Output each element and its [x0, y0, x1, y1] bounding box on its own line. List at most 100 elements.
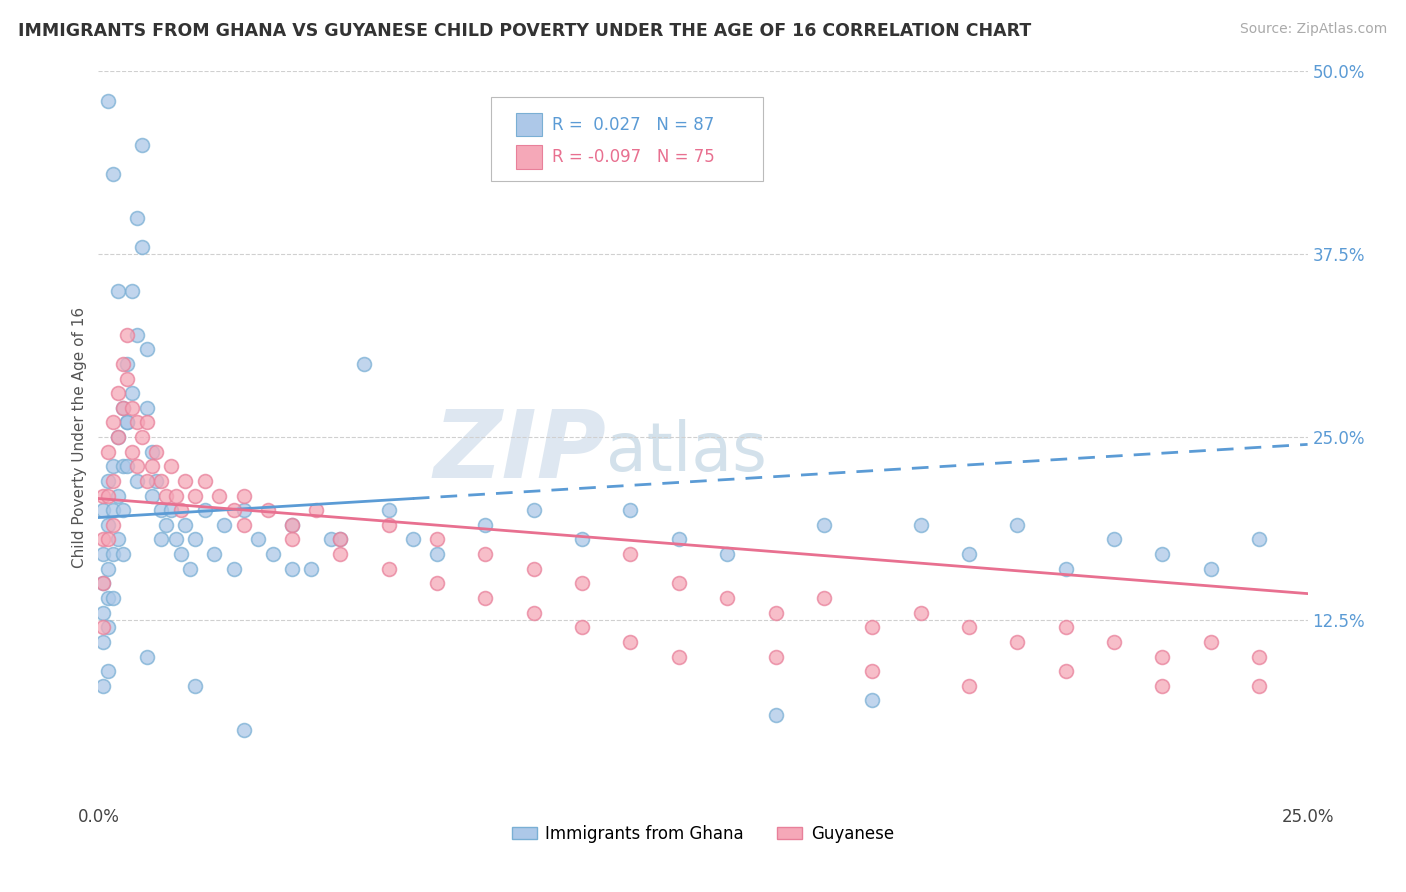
- Point: [377, 517, 399, 532]
- Point: [1249, 533, 1271, 547]
- Point: [194, 503, 217, 517]
- Point: [957, 620, 980, 634]
- Point: [174, 474, 197, 488]
- Point: [117, 459, 139, 474]
- Text: R =  0.027   N = 87: R = 0.027 N = 87: [551, 116, 714, 134]
- Point: [619, 503, 641, 517]
- Point: [135, 416, 157, 430]
- Point: [107, 430, 129, 444]
- Point: [101, 474, 124, 488]
- Point: [184, 679, 207, 693]
- Point: [135, 343, 157, 357]
- Point: [169, 503, 191, 517]
- Point: [179, 562, 201, 576]
- Point: [165, 533, 187, 547]
- Point: [281, 533, 304, 547]
- Point: [523, 562, 546, 576]
- Point: [111, 401, 134, 415]
- Point: [765, 649, 787, 664]
- Point: [1102, 635, 1125, 649]
- Point: [1152, 649, 1174, 664]
- Point: [150, 503, 173, 517]
- Point: [256, 503, 278, 517]
- Point: [910, 517, 932, 532]
- Point: [97, 591, 120, 605]
- Point: [329, 533, 352, 547]
- Point: [305, 503, 328, 517]
- Point: [117, 416, 139, 430]
- Point: [860, 620, 883, 634]
- Point: [91, 489, 114, 503]
- Point: [121, 386, 143, 401]
- Point: [910, 606, 932, 620]
- Point: [107, 386, 129, 401]
- Point: [107, 430, 129, 444]
- Point: [668, 576, 690, 591]
- Point: [169, 547, 191, 561]
- Point: [184, 533, 207, 547]
- Point: [957, 547, 980, 561]
- Point: [141, 444, 163, 458]
- Point: [127, 459, 149, 474]
- Point: [1199, 635, 1222, 649]
- Point: [135, 474, 157, 488]
- Point: [91, 620, 114, 634]
- Point: [402, 533, 425, 547]
- Point: [1007, 517, 1029, 532]
- Point: [377, 503, 399, 517]
- Point: [141, 489, 163, 503]
- Point: [212, 517, 235, 532]
- Point: [281, 562, 304, 576]
- Point: [523, 606, 546, 620]
- Point: [117, 327, 139, 342]
- Point: [127, 327, 149, 342]
- Point: [97, 474, 120, 488]
- Point: [1054, 562, 1077, 576]
- Point: [377, 562, 399, 576]
- Point: [619, 635, 641, 649]
- Point: [97, 533, 120, 547]
- Point: [155, 489, 177, 503]
- Point: [716, 591, 738, 605]
- Bar: [516, 145, 543, 169]
- Point: [127, 474, 149, 488]
- Point: [523, 503, 546, 517]
- Text: atlas: atlas: [606, 418, 768, 484]
- Point: [101, 416, 124, 430]
- Point: [111, 459, 134, 474]
- Point: [117, 416, 139, 430]
- Text: Source: ZipAtlas.com: Source: ZipAtlas.com: [1240, 22, 1388, 37]
- Point: [155, 517, 177, 532]
- Point: [121, 401, 143, 415]
- FancyBboxPatch shape: [492, 97, 763, 181]
- Point: [474, 517, 496, 532]
- Point: [97, 517, 120, 532]
- Point: [131, 137, 153, 152]
- Point: [107, 533, 129, 547]
- Point: [121, 444, 143, 458]
- Point: [474, 547, 496, 561]
- Legend: Immigrants from Ghana, Guyanese: Immigrants from Ghana, Guyanese: [506, 818, 900, 849]
- Point: [91, 547, 114, 561]
- Point: [184, 489, 207, 503]
- Point: [194, 474, 217, 488]
- Point: [262, 547, 284, 561]
- Point: [619, 547, 641, 561]
- Point: [145, 474, 167, 488]
- Point: [1199, 562, 1222, 576]
- Point: [91, 679, 114, 693]
- Point: [426, 547, 449, 561]
- Point: [127, 416, 149, 430]
- Point: [319, 533, 342, 547]
- Point: [232, 517, 254, 532]
- Point: [135, 649, 157, 664]
- Point: [101, 547, 124, 561]
- Bar: [516, 113, 543, 136]
- Point: [222, 562, 245, 576]
- Point: [281, 517, 304, 532]
- Point: [101, 503, 124, 517]
- Point: [107, 489, 129, 503]
- Point: [101, 459, 124, 474]
- Point: [765, 708, 787, 723]
- Point: [91, 533, 114, 547]
